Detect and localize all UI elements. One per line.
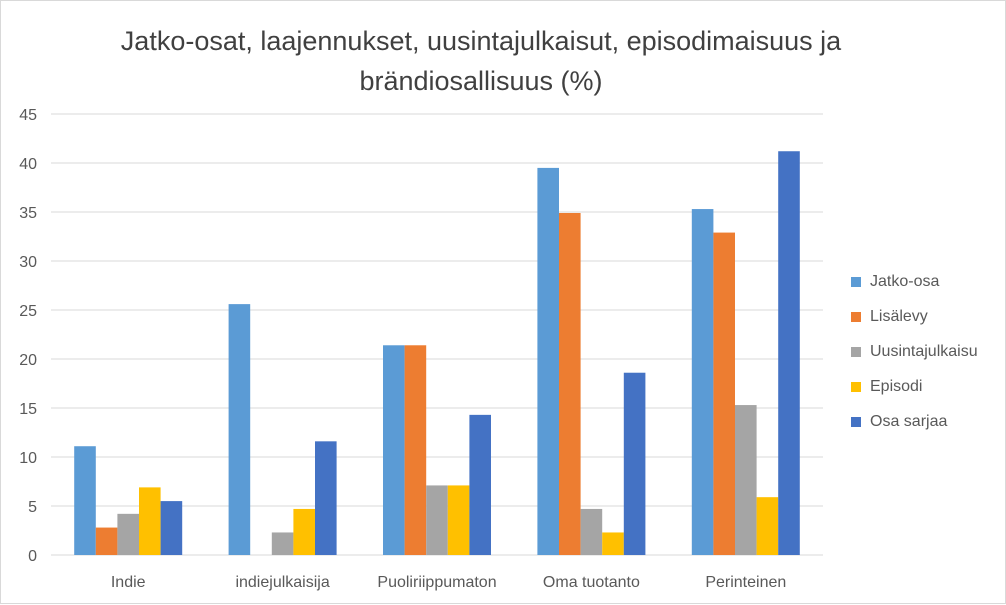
legend-item: Episodi: [851, 370, 978, 405]
x-tick-label: Puoliriippumaton: [377, 574, 496, 591]
x-tick-label: indiejulkaisija: [235, 574, 329, 591]
x-tick-label: Indie: [111, 574, 146, 591]
bar: [602, 532, 624, 555]
bar: [537, 167, 559, 555]
x-tick-label: Perinteinen: [705, 574, 786, 591]
legend-swatch: [851, 382, 861, 393]
bar: [117, 513, 139, 555]
chart-title: Jatko-osat, laajennukset, uusintajulkais…: [120, 26, 842, 96]
legend-item: Lisälevy: [851, 299, 978, 334]
legend-label: Osa sarjaa: [870, 413, 948, 431]
bar: [293, 508, 315, 555]
y-tick-label: 45: [19, 107, 37, 124]
bar: [580, 508, 603, 555]
bar: [404, 345, 427, 555]
legend-swatch: [851, 346, 861, 357]
y-tick-label: 20: [19, 352, 37, 369]
bar: [756, 497, 779, 555]
legend-item: Osa sarjaa: [851, 405, 978, 440]
bar: [271, 532, 294, 555]
legend-swatch: [851, 276, 861, 287]
y-tick-label: 15: [19, 401, 37, 418]
y-tick-label: 40: [19, 156, 37, 173]
y-tick-label: 35: [19, 205, 37, 222]
bar: [383, 345, 405, 555]
bar: [735, 405, 757, 555]
y-tick-label: 5: [28, 499, 37, 516]
bar: [691, 209, 714, 555]
y-tick-label: 10: [19, 450, 37, 467]
x-tick-label: Oma tuotanto: [543, 574, 640, 591]
legend-label: Episodi: [870, 378, 923, 396]
bar: [95, 527, 118, 555]
legend-label: Lisälevy: [870, 307, 928, 325]
bar: [139, 487, 161, 555]
y-tick-label: 30: [19, 254, 37, 271]
bar: [447, 485, 470, 555]
bar: [559, 212, 581, 556]
bar: [778, 151, 800, 556]
legend-swatch: [851, 417, 861, 428]
legend-item: Uusintajulkaisu: [851, 334, 978, 369]
bar: [469, 414, 491, 555]
bar: [160, 501, 183, 555]
bar: [713, 232, 735, 555]
bar: [228, 304, 251, 555]
chart-legend: Jatko-osa Lisälevy Uusintajulkaisu Episodi O…: [851, 264, 978, 440]
y-tick-label: 0: [28, 548, 37, 565]
legend-swatch: [851, 311, 861, 322]
legend-label: Jatko-osa: [870, 272, 940, 290]
bar: [74, 446, 96, 555]
legend-item: Jatko-osa: [851, 264, 978, 299]
y-tick-label: 25: [19, 303, 37, 320]
legend-label: Uusintajulkaisu: [870, 342, 978, 360]
bar: [315, 441, 337, 555]
bar: [623, 372, 646, 555]
bar: [426, 485, 448, 555]
